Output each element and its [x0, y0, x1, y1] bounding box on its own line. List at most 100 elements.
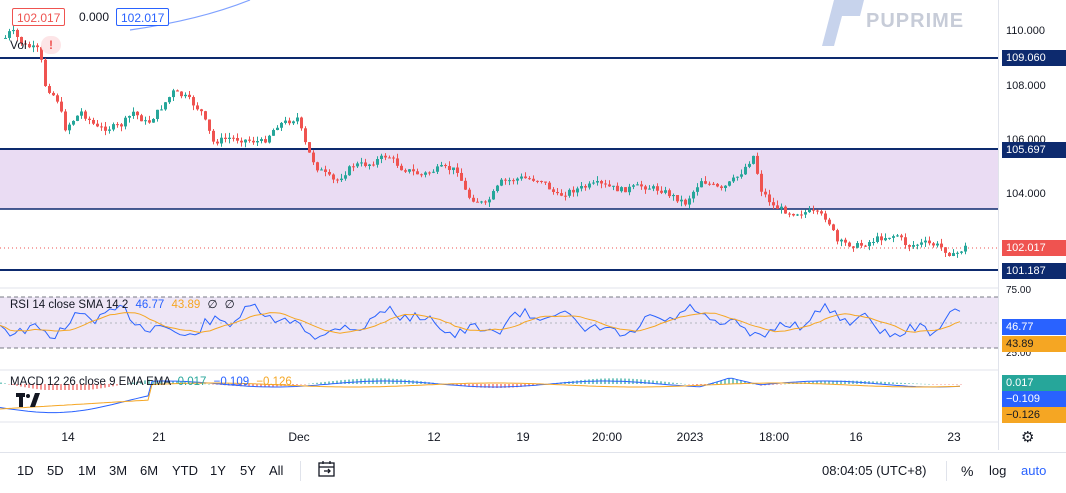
candle-body [892, 236, 895, 238]
macd-hist-bar [312, 383, 314, 384]
macd-hist-bar [824, 381, 826, 384]
macd-hist-bar [848, 380, 850, 384]
macd-hist-bar [524, 384, 526, 387]
candle-body [672, 194, 675, 197]
macd-legend[interactable]: MACD 12 26 close 9 EMA EMA 0.017 −0.109 … [10, 376, 292, 388]
candle-body [732, 177, 735, 182]
vol-label[interactable]: Vol [10, 38, 27, 52]
tf-3m-button[interactable]: 3M [109, 463, 128, 478]
tf-ytd-button[interactable]: YTD [172, 463, 198, 478]
candle-body [720, 186, 723, 189]
price-tick-104: 104.000 [1006, 188, 1046, 200]
percent-toggle[interactable]: % [961, 463, 974, 479]
log-toggle[interactable]: log [989, 463, 1007, 478]
candle-body [884, 238, 887, 241]
macd-hist-bar [32, 384, 34, 389]
candle-body [920, 242, 923, 245]
candle-body [828, 219, 831, 225]
candle-body [636, 184, 639, 186]
auto-toggle[interactable]: auto [1021, 463, 1047, 478]
clock-timezone[interactable]: 08:04:05 (UTC+8) [822, 463, 927, 478]
price-label-101[interactable]: 101.187 [1002, 263, 1066, 279]
price-label-109[interactable]: 109.060 [1002, 50, 1066, 66]
tf-1m-button[interactable]: 1M [78, 463, 97, 478]
macd-hist-bar [952, 384, 954, 385]
candle-body [780, 206, 783, 209]
macd-hist-bar [652, 380, 654, 384]
macd-label-macd[interactable]: −0.109 [1002, 391, 1066, 407]
macd-hist-bar [60, 384, 62, 390]
candle-body [268, 135, 271, 143]
price-label-current[interactable]: 102.017 [1002, 240, 1066, 256]
macd-label-signal[interactable]: −0.126 [1002, 407, 1066, 423]
candle-body [760, 173, 763, 192]
candle-body [500, 179, 503, 186]
candle-body [588, 183, 591, 188]
candle-body [540, 180, 543, 182]
candle-body [740, 174, 743, 177]
macd-hist-bar [504, 384, 506, 388]
candle-body [248, 139, 251, 141]
candle-body [916, 244, 919, 246]
alert-icon[interactable]: ! [41, 36, 61, 54]
candle-body [28, 44, 31, 48]
rsi-legend[interactable]: RSI 14 close SMA 14 2 46.77 43.89 ∅ ∅ [10, 297, 235, 311]
macd-hist-bar [88, 384, 90, 390]
macd-hist-bar [840, 380, 842, 384]
rsi-label-sma[interactable]: 43.89 [1002, 336, 1066, 352]
candle-body [8, 31, 11, 38]
candle-body [748, 163, 751, 167]
price-label-105[interactable]: 105.697 [1002, 142, 1066, 158]
candle-body [108, 129, 111, 131]
tf-1y-button[interactable]: 1Y [210, 463, 226, 478]
candle-body [532, 178, 535, 181]
tf-all-button[interactable]: All [269, 463, 284, 478]
candle-body [68, 124, 71, 131]
macd-hist-bar [912, 383, 914, 384]
macd-hist-bar [696, 384, 698, 386]
tf-6m-button[interactable]: 6M [140, 463, 159, 478]
candle-body [88, 118, 91, 120]
candle-body [768, 194, 771, 203]
macd-hist-bar [688, 384, 690, 385]
macd-hist-bar [656, 380, 658, 384]
date-range-icon[interactable] [318, 460, 336, 483]
candle-body [272, 130, 275, 136]
tf-5y-button[interactable]: 5Y [240, 463, 256, 478]
candle-body [600, 181, 603, 184]
tf-1d-button[interactable]: 1D [17, 463, 34, 478]
candle-body [812, 209, 815, 211]
macd-hist-bar [304, 384, 306, 385]
candle-body [688, 198, 691, 205]
macd-hist-bar [492, 384, 494, 388]
candle-body [844, 239, 847, 243]
candle-body [944, 247, 947, 253]
tf-5d-button[interactable]: 5D [47, 463, 64, 478]
macd-hist-bar [136, 381, 138, 384]
candle-body [536, 180, 539, 182]
rsi-label-value[interactable]: 46.77 [1002, 319, 1066, 335]
chart-area[interactable] [0, 0, 1066, 450]
candle-body [552, 189, 555, 192]
settings-gear-icon[interactable]: ⚙ [1021, 429, 1035, 446]
time-label-16: 16 [849, 430, 863, 444]
candle-body [912, 245, 915, 247]
price-box-left[interactable]: 102.017 [12, 8, 66, 26]
price-chart-svg[interactable] [0, 0, 1066, 450]
macd-hist-bar [272, 384, 274, 387]
macd-label-hist[interactable]: 0.017 [1002, 375, 1066, 391]
candle-body [316, 162, 319, 171]
candle-body [556, 191, 559, 194]
macd-hist-bar [172, 381, 174, 384]
ma-curve [129, 0, 251, 31]
candle-body [592, 182, 595, 184]
candle-body [640, 184, 643, 187]
candle-body [852, 246, 855, 248]
tradingview-logo-icon[interactable] [16, 393, 40, 412]
candle-body [900, 235, 903, 238]
candle-body [332, 174, 335, 180]
candle-body [776, 205, 779, 209]
macd-hist-bar [788, 383, 790, 384]
candle-body [176, 90, 179, 92]
price-box-right[interactable]: 102.017 [116, 8, 170, 26]
